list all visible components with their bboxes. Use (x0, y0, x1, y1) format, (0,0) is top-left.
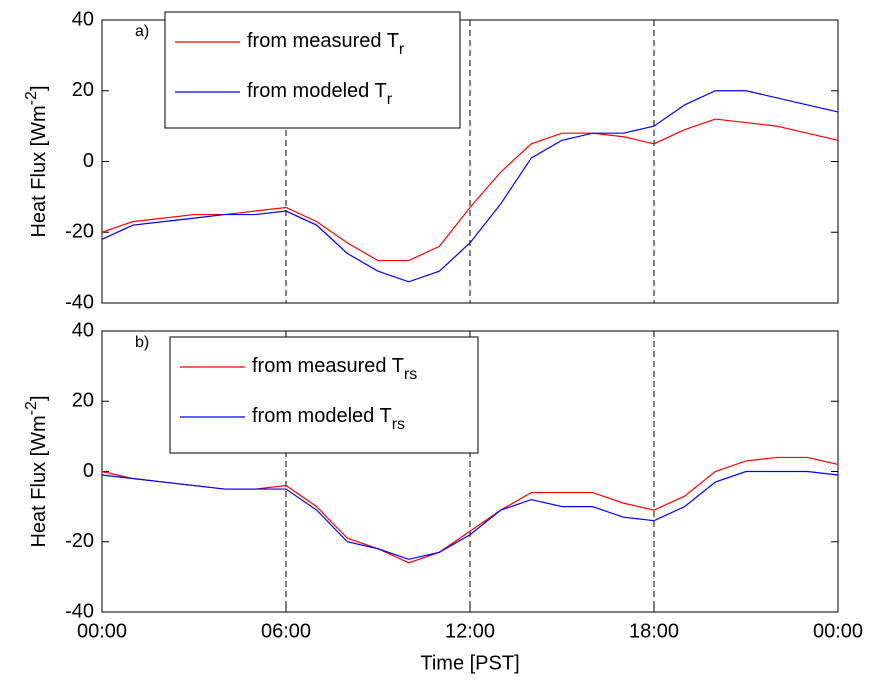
x-tick-label: 18:00 (629, 620, 679, 642)
legend-name: from measured T (252, 355, 404, 377)
panel-label: a) (135, 23, 149, 40)
x-axis-label: Time [PST] (420, 652, 519, 674)
legend-label: from measured Tr (247, 30, 405, 58)
y-axis-label-text: Heat Flux [Wm (28, 105, 50, 237)
y-tick-label: 20 (72, 79, 94, 101)
y-axis-label-sup: -2 (23, 91, 40, 105)
y-tick-label: 0 (83, 150, 94, 172)
y-axis-label-text: ] (28, 85, 50, 91)
data-line (101, 90, 839, 283)
legend-name: from measured T (247, 30, 399, 52)
y-axis-label-text: ] (28, 395, 50, 401)
x-tick-label: 00:00 (813, 620, 863, 642)
panel-label: b) (135, 334, 149, 351)
legend-label: from modeled Tr (247, 80, 393, 108)
y-tick-label: 40 (72, 8, 94, 30)
y-tick-label: -20 (65, 221, 94, 243)
y-tick-label: 40 (72, 319, 94, 341)
x-tick-label: 06:00 (261, 620, 311, 642)
legend-name: from modeled T (252, 405, 392, 427)
y-tick-label: -20 (65, 530, 94, 552)
y-axis-label-text: Heat Flux [Wm (28, 415, 50, 547)
legend-name: from modeled T (247, 80, 387, 102)
legend-subscript: r (399, 41, 405, 58)
legend-box (169, 336, 479, 454)
y-tick-label: -40 (65, 291, 94, 313)
y-axis-label: Heat Flux [Wm-2] (23, 85, 50, 237)
legend-subscript: rs (392, 416, 405, 433)
data-line (101, 470, 839, 560)
y-axis-label: Heat Flux [Wm-2] (23, 395, 50, 547)
legend-subscript: rs (404, 366, 417, 383)
legend-label: from measured Trs (252, 355, 417, 383)
legend-subscript: r (387, 91, 393, 108)
y-tick-label: 0 (83, 460, 94, 482)
y-axis-label-sup: -2 (23, 401, 40, 415)
x-tick-label: 00:00 (77, 620, 127, 642)
legend-box (164, 11, 461, 129)
y-tick-label: 20 (72, 390, 94, 412)
legend-label: from modeled Trs (252, 405, 405, 433)
y-tick-label: -40 (65, 600, 94, 622)
x-tick-label: 12:00 (445, 620, 495, 642)
